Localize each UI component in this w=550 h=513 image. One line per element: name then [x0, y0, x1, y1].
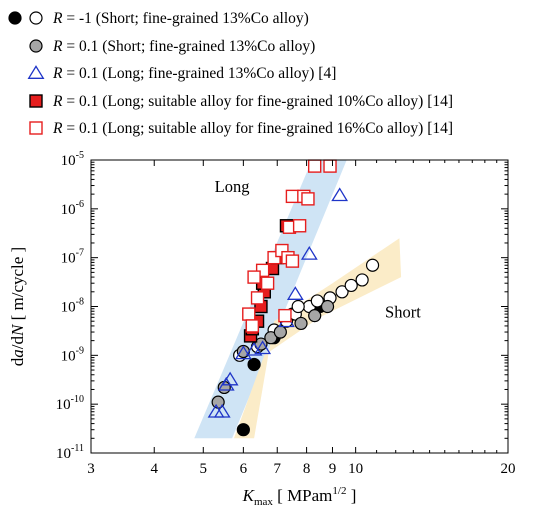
y-axis-label: da/dN [ m/cycle ]	[8, 247, 27, 366]
region-label-short: Short	[385, 302, 421, 321]
x-tick-label: 9	[329, 461, 337, 477]
data-point	[301, 192, 315, 206]
data-point	[365, 258, 380, 272]
legend-marker-white-circle	[29, 11, 43, 25]
data-point	[307, 159, 322, 173]
region-label-long: Long	[215, 177, 250, 196]
data-point	[292, 219, 307, 233]
data-point	[294, 316, 308, 331]
data-point	[245, 319, 260, 333]
data-point	[260, 276, 275, 290]
x-tick-label: 3	[87, 461, 95, 477]
y-tick-label: 10-7	[61, 248, 84, 267]
y-tick-label: 10-9	[61, 345, 84, 364]
data-point	[264, 331, 278, 345]
legend-label: R = -1 (Short; fine-grained 13%Co alloy)	[52, 10, 309, 27]
legend-label: R = 0.1 (Long; suitable alloy for fine-g…	[52, 93, 453, 110]
data-point	[335, 285, 349, 299]
x-tick-label: 6	[240, 461, 248, 477]
data-point	[278, 308, 292, 323]
x-tick-label: 7	[273, 461, 281, 477]
legend-marker-black-circle	[8, 11, 22, 25]
data-point	[331, 187, 349, 202]
legend-label: R = 0.1 (Short; fine-grained 13%Co alloy…	[52, 38, 315, 55]
data-point	[285, 254, 300, 268]
data-point	[310, 294, 324, 308]
data-point	[247, 357, 261, 372]
region-labels: Long Short	[215, 177, 422, 321]
data-point	[285, 189, 300, 204]
legend-label: R = 0.1 (Long; fine-grained 13%Co alloy)…	[52, 65, 336, 82]
data-point	[254, 340, 272, 355]
data-point	[236, 423, 250, 437]
data-point	[250, 291, 265, 305]
y-tick-label: 10-6	[61, 199, 84, 218]
data-point	[242, 307, 256, 321]
axis-ticks	[90, 159, 509, 454]
data-point	[355, 273, 369, 287]
x-tick-label: 4	[150, 461, 158, 477]
data-point	[291, 299, 305, 314]
legend-marker-triangle	[27, 65, 45, 79]
data-point	[221, 371, 239, 386]
tick-labels: 3 4 5 6 7 8 9 10 20 10-11 10-10 10-9 10-8 10-7 10-6 10-…	[56, 150, 516, 477]
data-point	[273, 325, 287, 339]
y-tick-label: 10-10	[56, 394, 84, 413]
data-point	[323, 159, 337, 173]
data-point	[344, 278, 358, 293]
legend: R = -1 (Short; fine-grained 13%Co alloy)…	[8, 10, 453, 137]
x-tick-label: 8	[303, 461, 311, 477]
data-point	[308, 309, 322, 323]
band-long	[194, 160, 347, 439]
x-axis-label: Kmax [ MPam1/2 ]	[242, 485, 357, 508]
legend-marker-square	[29, 94, 43, 108]
data-point	[247, 270, 261, 284]
data-point	[213, 403, 231, 418]
band-short	[234, 238, 402, 439]
x-tick-label: 5	[200, 461, 208, 477]
data-point	[234, 345, 252, 360]
legend-marker-circle	[29, 39, 43, 53]
data-points	[207, 159, 380, 437]
x-tick-label: 20	[501, 461, 516, 477]
y-tick-label: 10-8	[61, 297, 84, 316]
data-point	[320, 299, 335, 314]
data-point	[286, 286, 304, 300]
y-tick-label: 10-5	[61, 150, 84, 169]
legend-label: R = 0.1 (Long; suitable alloy for fine-g…	[52, 120, 453, 137]
legend-marker-square	[29, 121, 43, 135]
region-bands	[194, 160, 402, 439]
y-tick-label: 10-11	[56, 443, 84, 462]
data-point	[300, 245, 318, 260]
x-tick-label: 10	[348, 461, 363, 477]
